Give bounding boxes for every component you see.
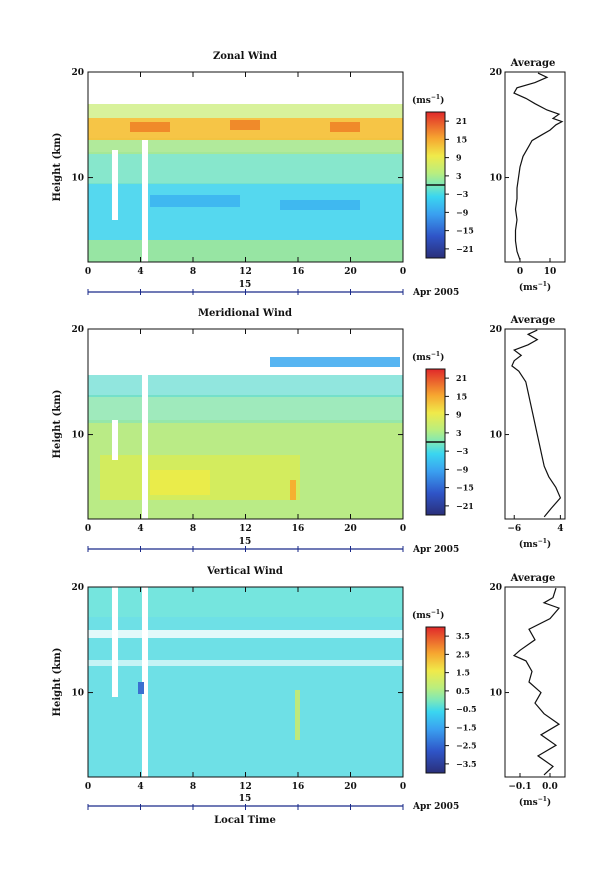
meridional-xtick-label: 16 bbox=[292, 524, 305, 534]
meridional-cb-label: −3 bbox=[456, 446, 469, 456]
zonal-xtick-label: 12 bbox=[239, 267, 252, 277]
meridional-ytick-label: 10 bbox=[71, 431, 84, 441]
zonal-avg-unit: (ms−1) bbox=[519, 281, 551, 293]
vertical-xtick-label: 12 bbox=[239, 782, 252, 792]
meridional-cb-unit: (ms−1) bbox=[412, 351, 444, 363]
zonal-xtick-label: 4 bbox=[137, 267, 143, 277]
meridional-xtick-label: 0 bbox=[400, 524, 406, 534]
meridional-avg-profile-line bbox=[511, 329, 562, 518]
meridional-avg-ytick-label: 10 bbox=[489, 431, 502, 441]
zonal-cb-label: 3 bbox=[456, 171, 462, 181]
vertical-cb-label: −3.5 bbox=[456, 759, 477, 769]
vertical-xtick-label: 0 bbox=[400, 782, 406, 792]
vertical-avg-xtick-label: −0.1 bbox=[508, 782, 531, 792]
meridional-date-label: Apr 2005 bbox=[412, 545, 459, 555]
vertical-heatmap bbox=[88, 587, 403, 777]
zonal-xtick-label: 8 bbox=[190, 267, 196, 277]
vertical-cb-label: 2.5 bbox=[456, 649, 470, 659]
zonal-avg-xtick-label: 0 bbox=[517, 267, 523, 277]
meridional-cb-label: 9 bbox=[456, 410, 462, 420]
vertical-cb-label: −0.5 bbox=[456, 704, 477, 714]
vertical-xtick-label: 4 bbox=[137, 782, 143, 792]
zonal-panel: Zonal Wind 0 4 8 12 16 20 0 10 20 Height (km) 15… bbox=[52, 51, 566, 298]
vertical-ylabel: Height (km) bbox=[52, 648, 63, 717]
vertical-xtick-label: 0 bbox=[85, 782, 91, 792]
vertical-ytick-label: 10 bbox=[71, 689, 84, 699]
vertical-avg-title: Average bbox=[510, 573, 556, 584]
vertical-xtick-label: 16 bbox=[292, 782, 305, 792]
meridional-xtick-label: 4 bbox=[137, 524, 143, 534]
zonal-avg-profile-line bbox=[513, 72, 564, 261]
meridional-cb-label: 3 bbox=[456, 428, 462, 438]
zonal-cb-label: −15 bbox=[456, 226, 474, 236]
vertical-title: Vertical Wind bbox=[206, 566, 283, 577]
zonal-cb-label: −9 bbox=[456, 207, 469, 217]
vertical-xlabel: Local Time bbox=[214, 815, 276, 826]
zonal-day-label: 15 bbox=[239, 280, 252, 290]
zonal-ytick-label: 20 bbox=[71, 68, 84, 78]
zonal-xtick-label: 20 bbox=[344, 267, 357, 277]
vertical-date-label: Apr 2005 bbox=[412, 802, 459, 812]
zonal-cb-label: 21 bbox=[456, 116, 467, 126]
vertical-cb-label: −2.5 bbox=[456, 741, 477, 751]
vertical-panel: Vertical Wind 0 4 8 12 16 20 0 10 20 Height (km)… bbox=[52, 566, 566, 826]
vertical-xtick-label: 8 bbox=[190, 782, 196, 792]
zonal-cb-label: −21 bbox=[456, 244, 474, 254]
vertical-avg-ytick-label: 20 bbox=[489, 583, 502, 593]
zonal-heatmap bbox=[88, 72, 403, 262]
zonal-xtick-label: 0 bbox=[85, 267, 91, 277]
meridional-avg-frame bbox=[504, 328, 566, 520]
vertical-avg-frame bbox=[504, 586, 566, 778]
meridional-xtick-label: 12 bbox=[239, 524, 252, 534]
vertical-cb-unit: (ms−1) bbox=[412, 609, 444, 621]
vertical-cb-label: 0.5 bbox=[456, 686, 470, 696]
vertical-avg-unit: (ms−1) bbox=[519, 796, 551, 808]
zonal-avg-ytick-label: 10 bbox=[489, 174, 502, 184]
meridional-cb-label: 21 bbox=[456, 373, 467, 383]
zonal-avg-ytick-label: 20 bbox=[489, 68, 502, 78]
meridional-heatmap bbox=[88, 329, 403, 519]
meridional-day-label: 15 bbox=[239, 537, 252, 547]
meridional-ytick-label: 20 bbox=[71, 325, 84, 335]
meridional-avg-xtick-label: −6 bbox=[507, 524, 521, 534]
meridional-avg-unit: (ms−1) bbox=[519, 538, 551, 550]
vertical-avg-ytick-label: 10 bbox=[489, 689, 502, 699]
vertical-cb-label: −1.5 bbox=[456, 722, 477, 732]
vertical-ytick-label: 20 bbox=[71, 583, 84, 593]
meridional-xtick-label: 0 bbox=[85, 524, 91, 534]
vertical-cb-label: 3.5 bbox=[456, 631, 470, 641]
zonal-cb-label: −3 bbox=[456, 189, 469, 199]
zonal-avg-title: Average bbox=[510, 58, 556, 69]
meridional-ylabel: Height (km) bbox=[52, 390, 63, 459]
zonal-date-label: Apr 2005 bbox=[412, 288, 459, 298]
meridional-xtick-label: 8 bbox=[190, 524, 196, 534]
zonal-xtick-label: 16 bbox=[292, 267, 305, 277]
meridional-cb-label: −15 bbox=[456, 483, 474, 493]
vertical-colorbar bbox=[425, 626, 446, 774]
zonal-title: Zonal Wind bbox=[213, 51, 277, 62]
meridional-cb-label: 15 bbox=[456, 391, 467, 401]
vertical-avg-xtick-label: 0.0 bbox=[542, 782, 558, 792]
vertical-day-label: 15 bbox=[239, 794, 252, 804]
meridional-panel: Meridional Wind 0 4 8 12 16 20 0 10 20 Height (k… bbox=[52, 308, 566, 555]
zonal-cb-unit: (ms−1) bbox=[412, 94, 444, 106]
zonal-ytick-label: 10 bbox=[71, 174, 84, 184]
meridional-cb-label: −9 bbox=[456, 464, 469, 474]
meridional-xtick-label: 20 bbox=[344, 524, 357, 534]
vertical-cb-label: 1.5 bbox=[456, 668, 470, 678]
meridional-avg-xtick-label: 4 bbox=[557, 524, 563, 534]
zonal-cb-label: 9 bbox=[456, 153, 462, 163]
meridional-avg-title: Average bbox=[510, 315, 556, 326]
vertical-xtick-label: 20 bbox=[344, 782, 357, 792]
meridional-cb-label: −21 bbox=[456, 501, 474, 511]
meridional-title: Meridional Wind bbox=[198, 308, 292, 319]
meridional-avg-ytick-label: 20 bbox=[489, 325, 502, 335]
vertical-avg-profile-line bbox=[512, 587, 561, 776]
zonal-xtick-label: 0 bbox=[400, 267, 406, 277]
zonal-avg-xtick-label: 10 bbox=[544, 267, 557, 277]
zonal-ylabel: Height (km) bbox=[52, 133, 63, 202]
zonal-cb-label: 15 bbox=[456, 134, 467, 144]
zonal-avg-frame bbox=[504, 71, 566, 263]
